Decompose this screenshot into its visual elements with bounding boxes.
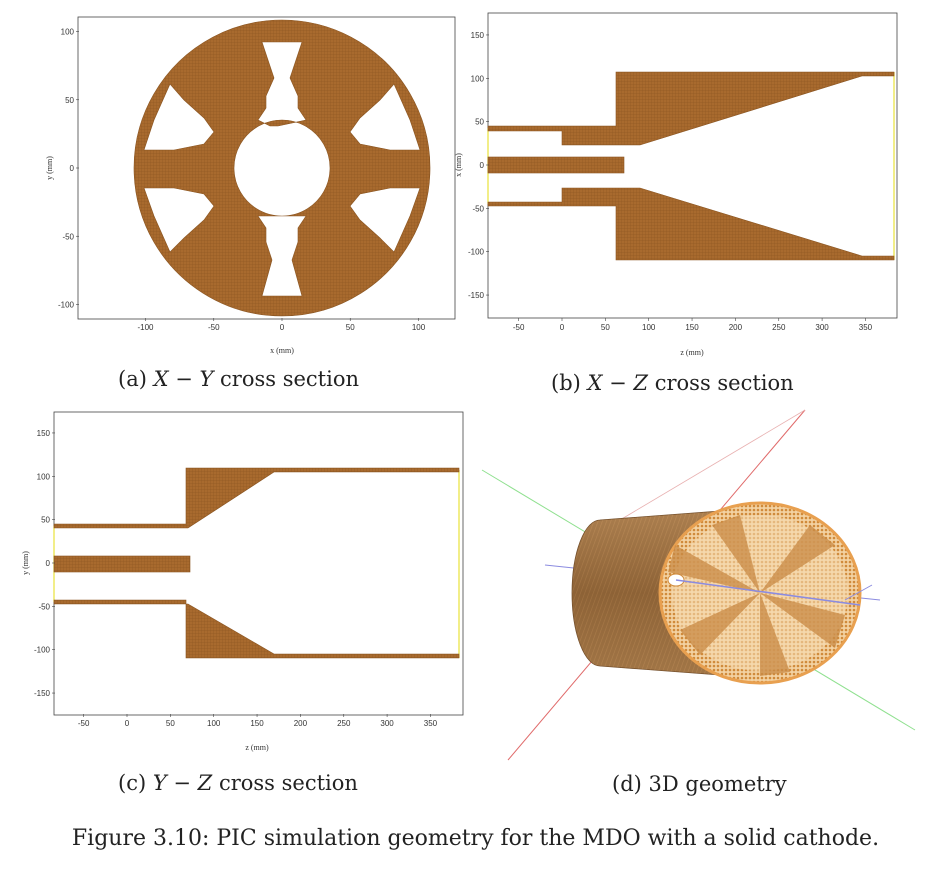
x-tick-label: -100 [137, 323, 154, 332]
x-tick-label: 100 [412, 323, 426, 332]
y-tick-label: 0 [480, 161, 485, 170]
y-tick-label: 100 [37, 472, 51, 481]
xy-x-axis-label: x (mm) [270, 346, 294, 355]
x-tick-label: 300 [815, 323, 829, 332]
axis-line-pink [619, 409, 806, 521]
x-tick-label: 100 [642, 323, 656, 332]
panel-b-xz-cross-section: -50 0 50 100 150 200 250 300 350 150 100 50 0 -50 -10… [0, 0, 951, 370]
yz-x-ticks: -50 0 50 100 150 200 250 300 350 [78, 714, 438, 728]
y-tick-label: 50 [41, 516, 50, 525]
x-tick-label: 250 [772, 323, 786, 332]
caption-d-tag: (d) [612, 772, 642, 796]
panel-c-yz-cross-section: -50 0 50 100 150 200 250 300 350 150 100 50 0 -50 -10… [21, 411, 464, 752]
caption-b: (b) X − Z cross section [551, 371, 794, 395]
xy-y-ticks: 100 50 0 -50 -100 [58, 28, 79, 310]
xy-plot: -100 -50 0 50 100 100 50 0 -50 -100 x (mm) y (mm… [45, 16, 456, 355]
x-tick-label: 350 [424, 719, 438, 728]
caption-c-math: Y − Z [152, 771, 213, 795]
x-tick-label: 100 [207, 719, 221, 728]
anode-block-shape [133, 19, 431, 317]
y-tick-label: -50 [472, 204, 484, 213]
xy-x-ticks: -100 -50 0 50 100 [137, 318, 426, 332]
x-tick-label: 50 [166, 719, 175, 728]
3d-render [481, 409, 916, 761]
x-tick-label: 50 [601, 323, 610, 332]
caption-a-text: cross section [220, 367, 360, 391]
y-tick-label: 100 [61, 28, 75, 37]
x-tick-label: -50 [208, 323, 220, 332]
x-tick-label: 0 [280, 323, 285, 332]
y-tick-label: 50 [65, 96, 74, 105]
caption-a: (a) X − Y cross section [118, 367, 359, 391]
xz-y-ticks: 150 100 50 0 -50 -100 -150 [468, 31, 489, 300]
yz-plot: -50 0 50 100 150 200 250 300 350 150 100 50 0 -50 -10… [21, 411, 464, 752]
y-tick-label: 0 [70, 164, 75, 173]
y-tick-label: 50 [475, 118, 484, 127]
y-tick-label: -150 [468, 291, 485, 300]
caption-a-tag: (a) [118, 367, 147, 391]
x-tick-label: 200 [729, 323, 743, 332]
panel-d-3d-geometry [481, 409, 916, 761]
caption-c-tag: (c) [118, 771, 147, 795]
yz-x-axis-label: z (mm) [245, 743, 269, 752]
caption-b-math: X − Z [587, 371, 649, 395]
x-tick-label: 350 [859, 323, 873, 332]
xz-y-axis-label: x (mm) [454, 153, 463, 177]
x-tick-label: 300 [380, 719, 394, 728]
yz-y-ticks: 150 100 50 0 -50 -100 -150 [34, 429, 55, 698]
x-tick-label: 150 [685, 323, 699, 332]
x-tick-label: 50 [346, 323, 355, 332]
y-tick-label: 100 [471, 74, 485, 83]
figure-caption: Figure 3.10: PIC simulation geometry for… [71, 826, 880, 851]
x-tick-label: -50 [513, 323, 525, 332]
xz-plot: -50 0 50 100 150 200 250 300 350 150 100 50 0 -50 -10… [454, 12, 898, 357]
x-tick-label: 250 [337, 719, 351, 728]
cylinder-body [571, 501, 873, 685]
x-tick-label: 0 [560, 323, 565, 332]
y-tick-label: -100 [468, 248, 485, 257]
y-tick-label: -50 [62, 232, 74, 241]
y-tick-label: -100 [58, 301, 75, 310]
panel-a-xy-cross-section: -100 -50 0 50 100 100 50 0 -50 -100 x (mm) y (mm… [0, 0, 470, 365]
xz-x-axis-label: z (mm) [680, 348, 704, 357]
caption-d: (d) 3D geometry [612, 772, 787, 796]
xz-x-ticks: -50 0 50 100 150 200 250 300 350 [513, 318, 873, 332]
y-tick-label: 150 [471, 31, 485, 40]
x-tick-label: 200 [294, 719, 308, 728]
y-tick-label: 0 [46, 559, 51, 568]
caption-c-text: cross section [218, 771, 358, 795]
yz-y-axis-label: y (mm) [21, 551, 30, 575]
anode-profile [487, 71, 895, 261]
y-tick-label: 150 [37, 429, 51, 438]
anode-profile [53, 467, 460, 659]
y-tick-label: -100 [34, 646, 51, 655]
x-tick-label: 150 [250, 719, 264, 728]
caption-a-math: X − Y [153, 367, 214, 391]
y-tick-label: -150 [34, 689, 51, 698]
y-tick-label: -50 [38, 602, 50, 611]
caption-b-tag: (b) [551, 371, 581, 395]
x-tick-label: 0 [125, 719, 130, 728]
xy-y-axis-label: y (mm) [45, 156, 54, 180]
x-tick-label: -50 [78, 719, 90, 728]
caption-b-text: cross section [654, 371, 794, 395]
caption-c: (c) Y − Z cross section [118, 771, 358, 795]
caption-d-text: 3D geometry [648, 772, 787, 796]
